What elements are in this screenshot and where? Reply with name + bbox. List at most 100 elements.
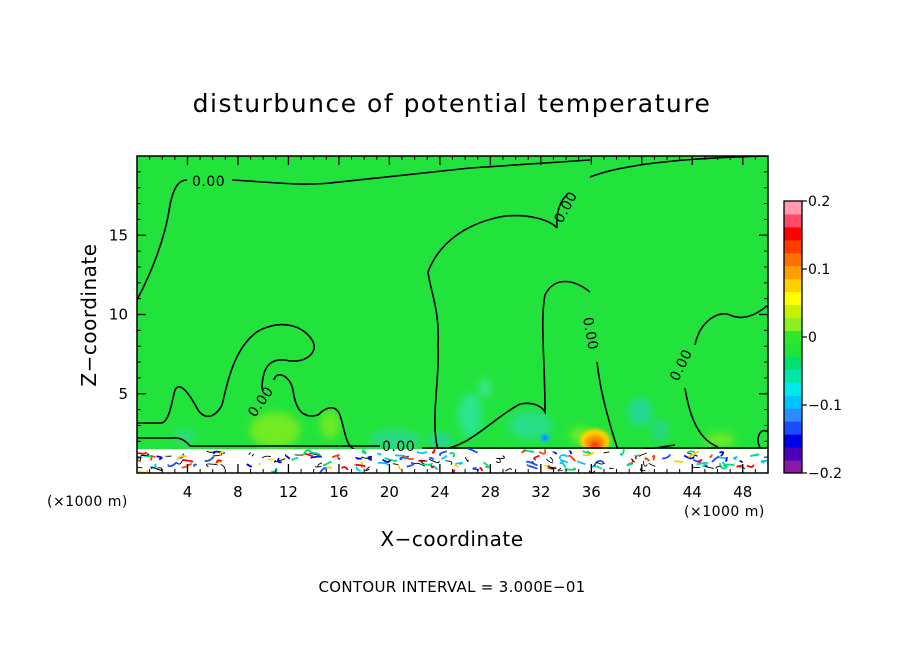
turbulence-stroke: [156, 455, 163, 461]
turbulence-stroke: [688, 450, 700, 458]
field-anomalies: [175, 378, 735, 450]
turbulence-stroke: [595, 461, 605, 465]
x-tick-label: 32: [531, 483, 550, 501]
turbulence-stroke: [619, 448, 625, 456]
x-tick-label: 4: [183, 483, 193, 501]
contour-line: [231, 159, 591, 185]
turbulence-stroke: [429, 458, 440, 463]
turbulence-stroke: [167, 461, 178, 468]
contour-line: [556, 193, 569, 229]
turbulence-stroke: [433, 465, 438, 471]
colorbar-label: 0.2: [808, 194, 830, 210]
turbulence-stroke: [441, 454, 448, 460]
turbulence-stroke: [576, 460, 586, 465]
x-tick-label: 12: [279, 483, 298, 501]
turbulence-stroke: [739, 459, 744, 463]
turbulence-stroke: [445, 460, 453, 465]
turbulence-stroke: [420, 460, 428, 464]
turbulence-stroke: [355, 456, 362, 460]
chart-title: disturbunce of potential temperature: [193, 89, 712, 118]
turbulence-stroke: [582, 450, 591, 455]
turbulence-stroke: [687, 450, 696, 453]
turbulence-stroke: [582, 451, 595, 457]
turbulence-stroke: [449, 452, 456, 458]
colorbar-swatch: [784, 226, 802, 241]
turbulence-stroke: [631, 458, 636, 463]
turbulence-stroke: [212, 453, 223, 457]
colorbar-swatch: [784, 330, 802, 344]
x-tick-label: 16: [329, 483, 348, 501]
contour-line: [684, 387, 719, 448]
turbulence-stroke: [559, 461, 567, 468]
turbulence-stroke: [721, 461, 728, 468]
turbulence-stroke: [526, 460, 538, 467]
turbulence-stroke: [760, 460, 768, 464]
turbulence-stroke: [284, 454, 291, 460]
colorbar-swatch: [784, 343, 802, 357]
turbulence-stroke: [302, 449, 313, 456]
colorbar-swatch: [784, 434, 802, 448]
contour-line: [427, 214, 558, 451]
colorbar-label: 0.1: [808, 262, 830, 278]
x-tick-label: 40: [632, 483, 651, 501]
x-tick-label: 48: [733, 483, 752, 501]
turbulence-stroke: [568, 450, 573, 455]
x-tick-label: 8: [233, 483, 243, 501]
turbulence-stroke: [454, 461, 463, 466]
colorbar-swatch: [784, 278, 802, 293]
turbulence-stroke: [543, 464, 550, 468]
turbulence-stroke: [149, 463, 157, 469]
colorbar-swatch: [784, 201, 802, 215]
turbulence-stroke: [564, 467, 577, 471]
x-tick-label: 36: [582, 483, 601, 501]
contour-line: [694, 304, 768, 346]
turbulence-stroke: [176, 459, 184, 465]
turbulence-stroke: [719, 451, 725, 457]
colorbar-swatch: [784, 317, 802, 332]
x-tick-label: 28: [481, 483, 500, 501]
turbulence-stroke: [206, 450, 216, 453]
turbulence-stroke: [361, 448, 367, 455]
turbulence-stroke: [638, 452, 648, 457]
turbulence-stroke: [310, 455, 322, 459]
x-tick-label: 24: [430, 483, 449, 501]
turbulence-stroke: [630, 460, 634, 465]
turbulence-stroke: [651, 454, 656, 461]
turbulence-stroke: [504, 468, 512, 472]
turbulence-stroke: [479, 466, 484, 472]
turbulence-stroke: [220, 463, 226, 470]
turbulence-stroke: [538, 449, 547, 455]
turbulence-stroke: [526, 464, 538, 470]
colorbar-swatch: [784, 382, 802, 396]
turbulence-stroke: [317, 462, 323, 467]
turbulence-stroke: [643, 460, 648, 467]
turbulence-stroke: [568, 454, 576, 462]
turbulence-stroke: [377, 461, 390, 466]
turbulence-stroke: [723, 463, 735, 468]
x-axis: 4 8 12 16 20 24 28 32 36 40 44 48: [149, 156, 756, 501]
contour-line: [137, 179, 188, 301]
contour-label: 0.00: [382, 439, 415, 455]
turbulence-stroke: [454, 462, 460, 468]
turbulence-stroke: [495, 457, 501, 464]
turbulence-stroke: [496, 455, 505, 459]
turbulence-stroke: [382, 458, 391, 463]
turbulence-stroke: [258, 462, 261, 466]
turbulence-stroke: [545, 458, 554, 464]
y-tick-label: 15: [109, 226, 128, 244]
turbulence-stroke: [204, 456, 215, 463]
turbulence-stroke: [365, 466, 370, 472]
colorbar-swatch: [784, 395, 802, 409]
boundary-turbulence: [137, 446, 768, 473]
turbulence-stroke: [483, 461, 490, 469]
warm-anomaly: [540, 429, 610, 453]
turbulence-stroke: [733, 456, 738, 460]
contour-line: [137, 323, 315, 424]
turbulence-stroke: [219, 451, 224, 456]
turbulence-stroke: [549, 456, 554, 462]
turbulence-stroke: [261, 455, 272, 459]
turbulence-stroke: [696, 462, 709, 466]
turbulence-stroke: [704, 465, 714, 469]
x-tick-label: 44: [683, 483, 702, 501]
turbulence-stroke: [291, 457, 299, 461]
